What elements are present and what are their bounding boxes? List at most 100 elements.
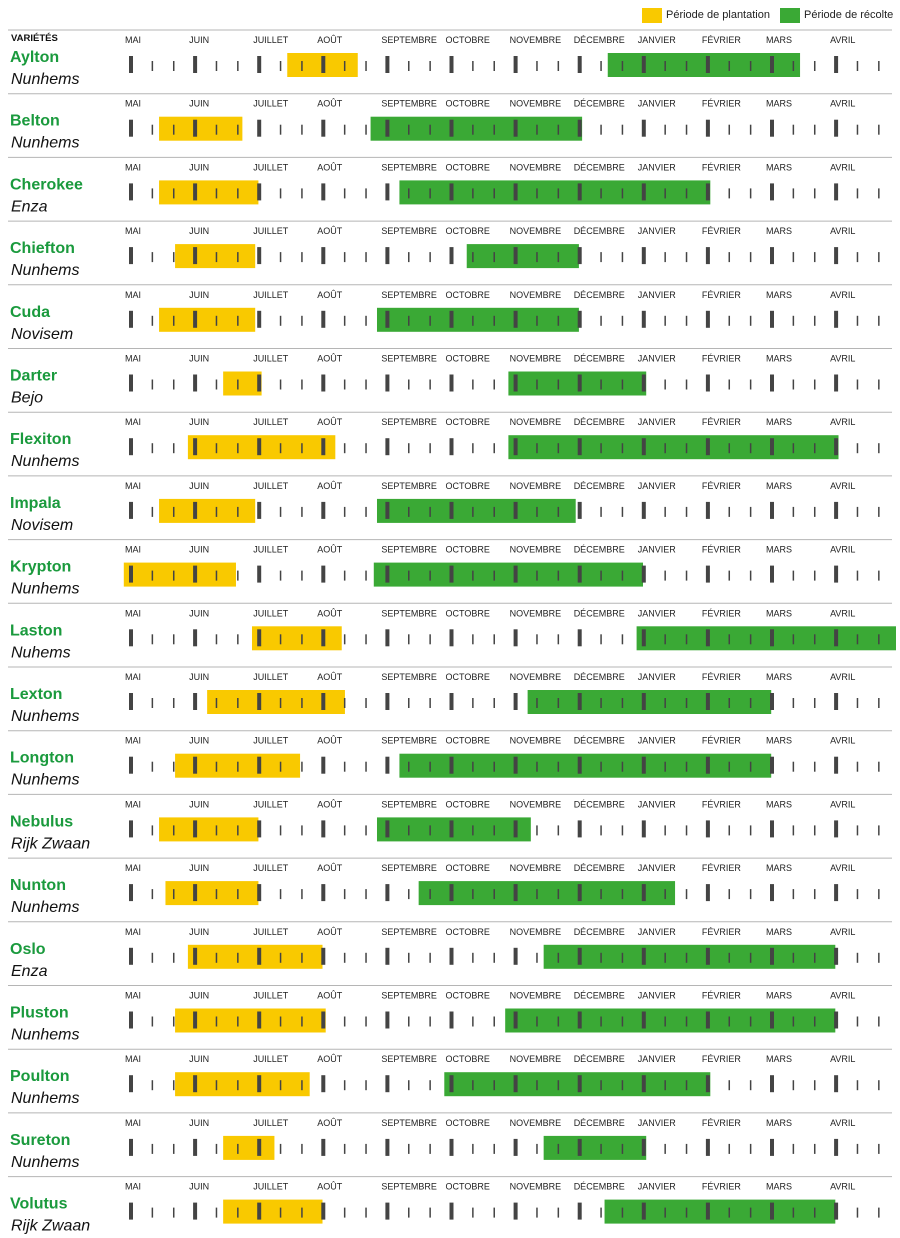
harvest-bar (444, 1072, 711, 1097)
month-label: JANVIER (638, 736, 677, 746)
month-label: OCTOBRE (446, 545, 490, 555)
variety-breeder: Nunhems (11, 453, 79, 470)
tick-minor (749, 952, 752, 963)
month-label: MAI (125, 162, 141, 172)
tick-minor (685, 1080, 688, 1091)
tick-minor (856, 761, 859, 772)
tick-minor (343, 825, 346, 836)
tick-minor (685, 443, 688, 454)
month-label: DÉCEMBRE (574, 417, 625, 427)
tick-major (641, 565, 646, 583)
variety-breeder: Enza (11, 198, 48, 215)
month-label: OCTOBRE (446, 991, 490, 1001)
tick-major (705, 1075, 710, 1093)
tick-minor (429, 1016, 431, 1027)
tick-major (321, 565, 326, 583)
harvest-bar (604, 1199, 836, 1224)
tick-minor (557, 1143, 560, 1154)
tick-minor (856, 1143, 859, 1154)
month-label: AOÛT (317, 1118, 343, 1128)
tick-minor (301, 443, 303, 454)
tick-minor (365, 825, 367, 836)
tick-major (321, 56, 326, 73)
variety-name: Nunton (10, 877, 66, 894)
tick-minor (813, 443, 816, 454)
tick-minor (878, 252, 880, 263)
month-label: DÉCEMBRE (574, 226, 625, 236)
tick-major (321, 247, 326, 265)
tick-minor (728, 124, 731, 135)
tick-major (321, 374, 326, 392)
month-label: JUILLET (253, 672, 289, 682)
tick-minor (279, 698, 282, 708)
tick-minor (813, 889, 816, 900)
month-label: AOÛT (317, 481, 343, 491)
tick-minor (728, 1016, 731, 1027)
month-label: OCTOBRE (446, 1054, 490, 1064)
tick-major (705, 1138, 710, 1156)
month-label: JANVIER (638, 863, 677, 873)
tick-minor (472, 188, 474, 199)
tick-major (577, 947, 582, 965)
month-label: JUILLET (253, 863, 289, 873)
tick-major (705, 756, 710, 774)
tick-minor (621, 1143, 624, 1154)
tick-minor (664, 1016, 666, 1027)
tick-minor (237, 252, 239, 263)
month-label: DÉCEMBRE (574, 1182, 625, 1192)
tick-minor (215, 1143, 218, 1154)
tick-minor (685, 124, 688, 135)
tick-major (513, 1075, 518, 1093)
tick-minor (728, 252, 731, 263)
tick-major (129, 247, 133, 265)
tick-minor (685, 188, 688, 199)
tick-minor (792, 825, 795, 836)
tick-major (257, 183, 262, 201)
tick-minor (813, 252, 816, 263)
tick-minor (856, 889, 859, 900)
tick-minor (301, 379, 303, 390)
tick-minor (237, 61, 239, 71)
tick-minor (600, 315, 602, 326)
tick-minor (664, 443, 666, 454)
tick-minor (493, 443, 495, 454)
tick-major (705, 501, 710, 519)
tick-major (705, 820, 710, 838)
variety-row: MAI JUIN JUILLET AOÛT SEPTEMBRE OCTOBRE NOVEMB… (10, 545, 880, 598)
tick-major (705, 884, 710, 902)
tick-major (321, 438, 326, 456)
tick-minor (151, 188, 154, 199)
tick-minor (172, 124, 175, 135)
variety-row: MAI JUIN JUILLET AOÛT SEPTEMBRE OCTOBRE NOVEMB… (10, 417, 880, 470)
month-label: JUILLET (253, 1118, 289, 1128)
tick-minor (813, 188, 816, 199)
variety-name: Volutus (10, 1196, 68, 1213)
tick-minor (343, 952, 346, 963)
variety-name: Flexiton (10, 431, 71, 448)
planting-bar (251, 626, 342, 651)
month-label: JUILLET (253, 417, 289, 427)
variety-row: MAI JUIN JUILLET AOÛT SEPTEMBRE OCTOBRE NOVEMB… (10, 608, 896, 661)
harvest-bar (370, 116, 583, 141)
month-label: OCTOBRE (446, 1182, 490, 1192)
tick-major (705, 183, 710, 201)
tick-minor (685, 634, 688, 645)
month-label: DÉCEMBRE (574, 863, 625, 873)
tick-major (129, 56, 133, 73)
month-label: JUIN (189, 162, 209, 172)
tick-minor (792, 1016, 795, 1027)
tick-minor (664, 634, 666, 645)
month-label: AOÛT (317, 1054, 343, 1064)
tick-major (577, 629, 582, 647)
tick-minor (685, 315, 688, 326)
month-label: NOVEMBRE (510, 1182, 562, 1192)
tick-major (705, 438, 710, 456)
planting-bar (159, 817, 259, 842)
tick-minor (621, 698, 624, 708)
harvest-swatch (780, 7, 800, 23)
tick-minor (600, 825, 602, 836)
tick-minor (408, 188, 410, 199)
tick-minor (600, 570, 602, 581)
tick-major (321, 1075, 326, 1093)
tick-minor (557, 61, 560, 71)
